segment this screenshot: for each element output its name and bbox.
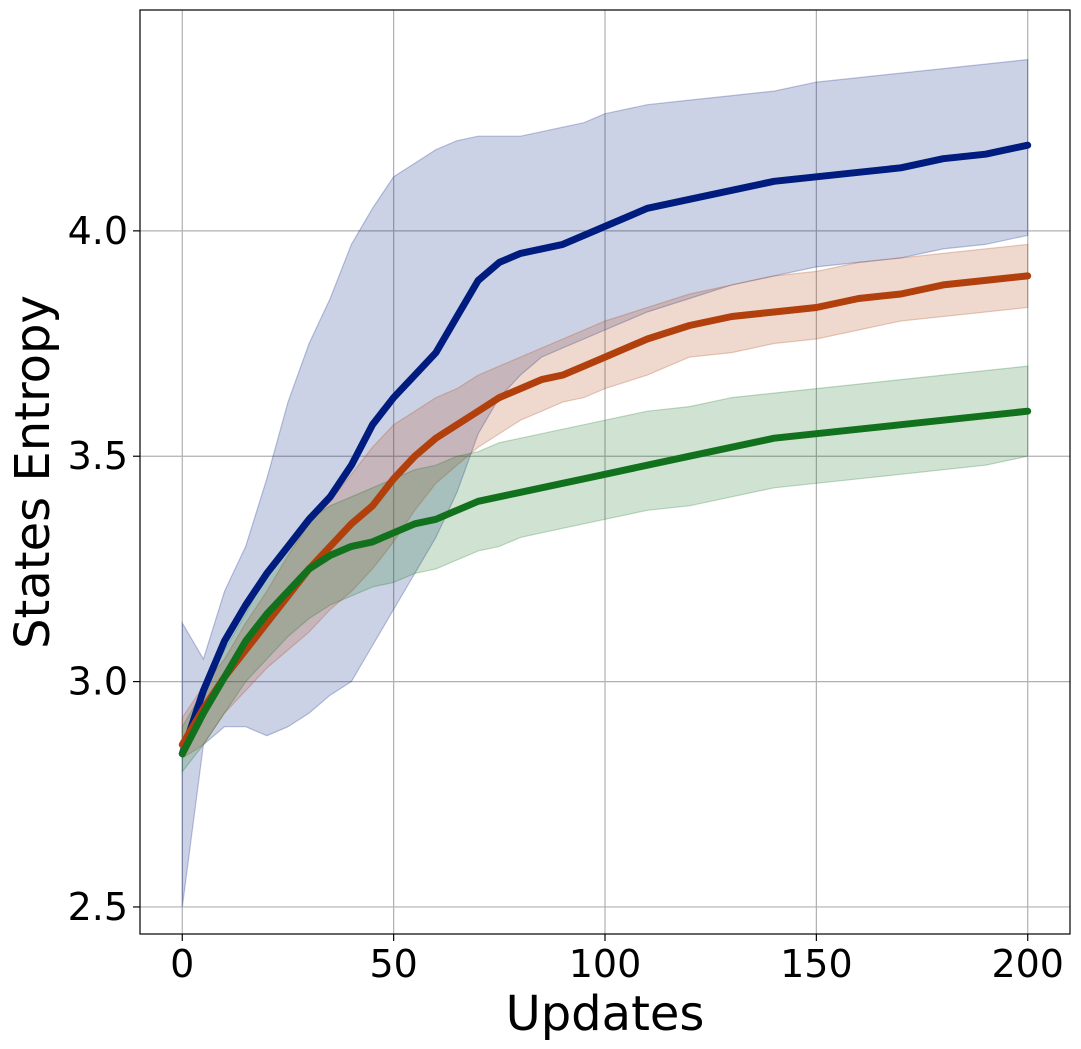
x-tick-label: 0 <box>170 942 194 986</box>
x-axis-label: Updates <box>506 986 705 1042</box>
series-2-band <box>181 243 1029 760</box>
y-tick-label: 2.5 <box>68 885 128 929</box>
y-tick-label: 3.5 <box>68 434 128 478</box>
y-tick-label: 4.0 <box>68 209 128 253</box>
axis-ticks: 0 50 100 150 200 2.5 3.0 3.5 4.0 <box>68 209 1064 986</box>
grid <box>140 10 1070 934</box>
y-axis-label: States Entropy <box>5 295 61 649</box>
y-tick-label: 3.0 <box>68 660 128 704</box>
x-tick-label: 150 <box>780 942 853 986</box>
x-tick-label: 200 <box>991 942 1064 986</box>
series-1-band <box>181 58 1029 908</box>
series-lines <box>178 141 1032 758</box>
x-tick-label: 50 <box>369 942 417 986</box>
series-1-line <box>178 141 1032 758</box>
x-tick-label: 100 <box>569 942 642 986</box>
series-3-line <box>178 407 1032 758</box>
